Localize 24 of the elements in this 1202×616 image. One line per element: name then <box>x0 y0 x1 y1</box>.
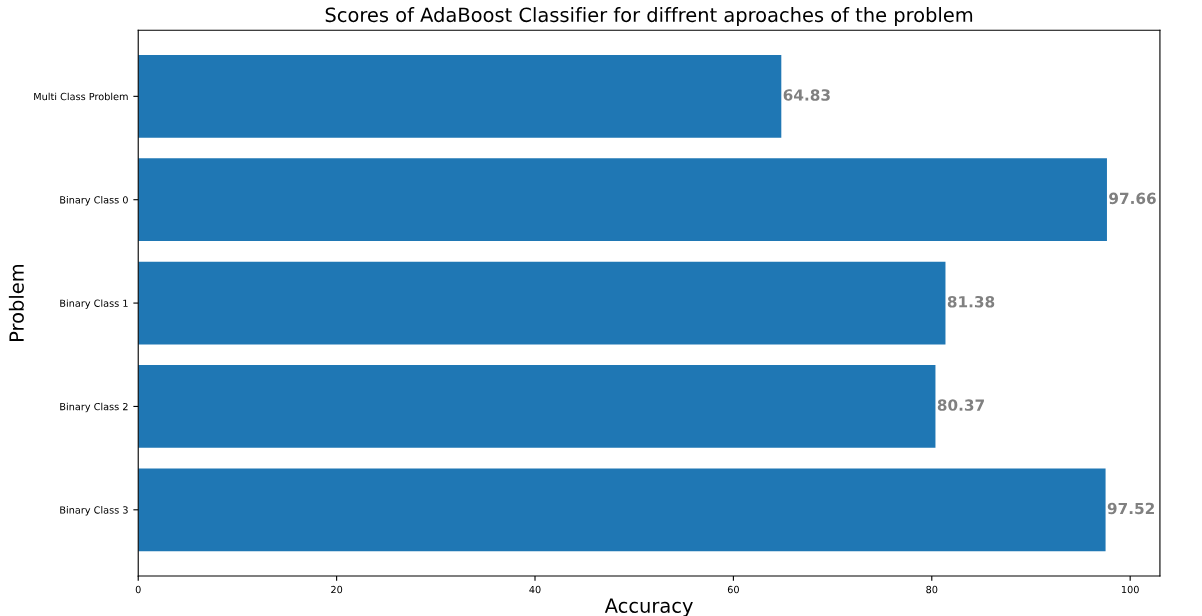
bar <box>138 158 1107 242</box>
x-tick-label: 40 <box>529 585 541 594</box>
x-tick-label: 100 <box>1121 585 1139 594</box>
y-tick-label: Binary Class 0 <box>60 196 128 206</box>
bar <box>138 261 946 345</box>
y-tick-label: Binary Class 2 <box>60 402 128 413</box>
x-tick-label: 0 <box>135 585 141 594</box>
data-label: 64.83 <box>783 89 830 101</box>
y-axis-title: Problem <box>8 264 24 341</box>
bar <box>138 54 782 138</box>
x-axis-title: Accuracy <box>604 598 693 616</box>
data-label: 97.66 <box>1109 192 1156 205</box>
y-tick-label: Binary Class 1 <box>60 299 128 309</box>
x-tick-label: 20 <box>331 585 343 594</box>
y-tick-label: Multi Class Problem <box>34 92 128 101</box>
chart-title: Scores of AdaBoost Classifier for diffrent aproaches of the problem <box>325 7 973 26</box>
y-tick-label: Binary Class 3 <box>60 506 128 516</box>
x-tick-label: 60 <box>727 585 739 594</box>
data-label: 80.37 <box>937 399 984 411</box>
data-label: 97.52 <box>1107 502 1154 515</box>
data-label: 81.38 <box>947 295 995 308</box>
x-tick-label: 80 <box>926 585 938 594</box>
bar <box>138 468 1106 552</box>
bar <box>138 365 936 448</box>
